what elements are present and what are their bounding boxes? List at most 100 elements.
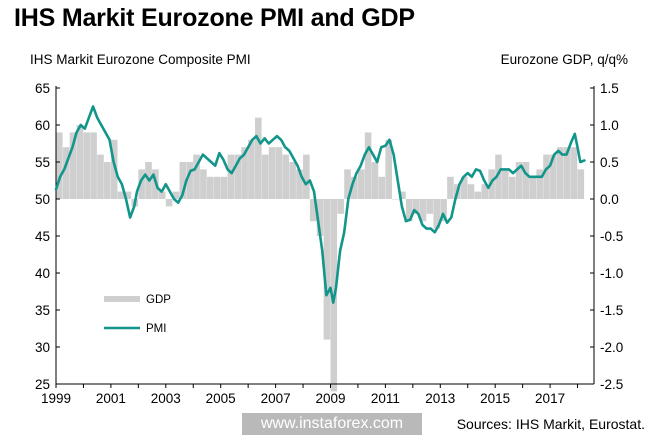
x-tick-label: 2015 — [480, 391, 510, 406]
gdp-bar — [234, 154, 242, 199]
x-tick-label: 2011 — [371, 391, 400, 406]
gdp-bar — [220, 176, 228, 199]
gdp-bar — [104, 162, 111, 199]
gdp-bar — [303, 154, 310, 199]
gdp-bar — [186, 162, 193, 199]
pmi-line-group — [54, 105, 586, 304]
right-tick-label: -1.5 — [600, 303, 623, 318]
gdp-bar — [405, 199, 413, 222]
gdp-bar — [117, 191, 125, 199]
gdp-bar — [508, 176, 516, 199]
gdp-bar — [550, 154, 557, 199]
legend-gdp-swatch — [104, 296, 140, 302]
gdp-bar — [241, 147, 248, 199]
gdp-bars — [56, 117, 585, 392]
x-tick-label: 2003 — [151, 391, 181, 406]
legend-pmi-label: PMI — [146, 323, 166, 335]
gdp-bar — [206, 176, 214, 199]
gdp-bar — [543, 154, 550, 199]
legend-gdp-label: GDP — [146, 294, 171, 306]
x-tick-label: 1999 — [41, 391, 71, 406]
gdp-bar — [268, 147, 276, 199]
right-tick-label: 1.0 — [600, 118, 619, 133]
gdp-bar — [289, 162, 296, 199]
gdp-bar — [467, 184, 475, 199]
gdp-bar — [316, 199, 324, 236]
x-tick-label: 2005 — [206, 391, 236, 406]
gdp-bar — [481, 184, 489, 199]
left-tick-label: 60 — [35, 118, 50, 133]
gdp-bar — [255, 117, 262, 199]
gdp-bar — [62, 147, 70, 199]
gdp-bar — [392, 199, 399, 200]
gdp-bar — [426, 199, 434, 214]
gdp-bar — [76, 125, 84, 199]
gdp-bar — [227, 154, 235, 199]
right-tick-label: -1.0 — [600, 266, 623, 281]
gdp-bar — [323, 199, 331, 340]
gdp-bar — [522, 162, 530, 199]
gdp-bar — [261, 154, 269, 199]
gdp-bar — [69, 132, 77, 199]
left-tick-label: 45 — [35, 229, 50, 244]
x-tick-label: 2013 — [425, 391, 455, 406]
right-tick-label: -2.5 — [600, 377, 623, 392]
gdp-bar — [536, 169, 543, 199]
pmi-line — [54, 105, 586, 304]
gdp-bar — [193, 154, 200, 199]
right-tick-label: -0.5 — [600, 229, 623, 244]
gdp-bar — [474, 191, 482, 199]
gdp-bar — [460, 176, 468, 199]
gdp-bar — [110, 139, 118, 199]
gdp-bar — [570, 147, 578, 199]
gdp-bar — [495, 154, 502, 199]
gdp-bar — [563, 147, 571, 199]
gdp-bar — [502, 169, 509, 199]
gdp-bar — [412, 199, 420, 214]
gdp-bar — [56, 132, 63, 199]
gdp-bar — [97, 154, 104, 199]
gdp-bar — [364, 132, 372, 199]
gdp-bar — [440, 199, 447, 222]
left-tick-label: 35 — [35, 303, 50, 318]
x-tick-label: 2007 — [261, 391, 291, 406]
gdp-bar — [282, 154, 290, 199]
gdp-bar — [577, 169, 585, 199]
gdp-bar — [371, 162, 379, 199]
x-tick-label: 2017 — [535, 391, 565, 406]
left-axis-title: IHS Markit Eurozone Composite PMI — [30, 52, 251, 67]
right-tick-label: 0.5 — [600, 155, 619, 170]
left-tick-label: 50 — [35, 192, 50, 207]
gdp-bar — [138, 169, 145, 199]
gdp-bar — [447, 176, 454, 199]
gdp-bar — [357, 169, 365, 199]
gdp-bar — [515, 162, 523, 199]
axes — [55, 86, 595, 388]
gdp-bar — [158, 191, 166, 199]
left-tick-label: 25 — [35, 377, 50, 392]
gdp-bar — [309, 199, 317, 222]
gdp-bar — [529, 176, 537, 199]
gdp-bar — [344, 169, 351, 199]
chart-title: IHS Markit Eurozone PMI and GDP — [14, 4, 415, 32]
gdp-bar — [275, 147, 283, 199]
tick-labels: 25 30 35 40 45 50 55 60 65 -2.5 -2.0 -1.5 -1.0 -0.5 0.… — [35, 81, 623, 406]
gdp-bar — [200, 169, 207, 199]
gdp-bar — [351, 176, 358, 199]
right-axis-title: Eurozone GDP, q/q% — [500, 52, 628, 67]
right-tick-label: 0.0 — [600, 192, 619, 207]
gdp-bar — [385, 139, 392, 199]
gdp-bar — [248, 139, 255, 199]
gdp-bar — [165, 199, 173, 207]
watermark: www.instaforex.com — [242, 413, 422, 435]
source-note: Sources: IHS Markit, Eurostat. — [456, 416, 645, 432]
left-tick-label: 55 — [35, 155, 50, 170]
left-tick-label: 30 — [35, 340, 50, 355]
gdp-bar — [399, 191, 406, 199]
gdp-bar — [378, 176, 386, 199]
left-tick-label: 40 — [35, 266, 50, 281]
x-tick-label: 2009 — [315, 391, 345, 406]
gdp-bar — [83, 132, 91, 199]
gdp-bar — [337, 199, 344, 214]
